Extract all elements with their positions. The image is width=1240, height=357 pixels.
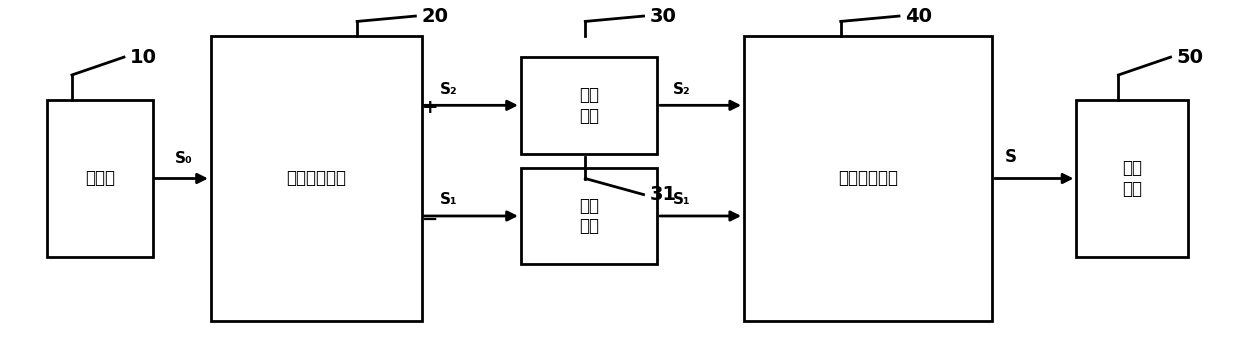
Text: S₂: S₂ — [440, 82, 458, 97]
Text: S₀: S₀ — [175, 151, 192, 166]
Bar — [47, 100, 153, 257]
Text: 信号源: 信号源 — [84, 170, 115, 187]
Text: 40: 40 — [905, 6, 932, 26]
Text: 信号
输出: 信号 输出 — [1122, 159, 1142, 198]
Bar — [521, 168, 657, 264]
Text: 20: 20 — [422, 6, 449, 26]
Bar — [1076, 100, 1188, 257]
Text: 50: 50 — [1177, 47, 1204, 67]
Text: S₂: S₂ — [673, 82, 691, 97]
Text: 信号调理电路: 信号调理电路 — [286, 170, 346, 187]
Bar — [744, 36, 992, 321]
Bar — [521, 57, 657, 154]
Text: 光耦
隔离: 光耦 隔离 — [579, 86, 599, 125]
Text: 31: 31 — [650, 185, 677, 204]
Text: 光耦
隔离: 光耦 隔离 — [579, 197, 599, 235]
Text: +: + — [422, 98, 439, 117]
Text: −: − — [422, 210, 439, 229]
Text: 差分运算电路: 差分运算电路 — [838, 170, 898, 187]
Text: S: S — [1004, 148, 1017, 166]
Text: 30: 30 — [650, 6, 677, 26]
Text: S₁: S₁ — [673, 192, 691, 207]
Text: S₁: S₁ — [440, 192, 458, 207]
Text: 10: 10 — [130, 47, 157, 67]
Bar — [211, 36, 422, 321]
